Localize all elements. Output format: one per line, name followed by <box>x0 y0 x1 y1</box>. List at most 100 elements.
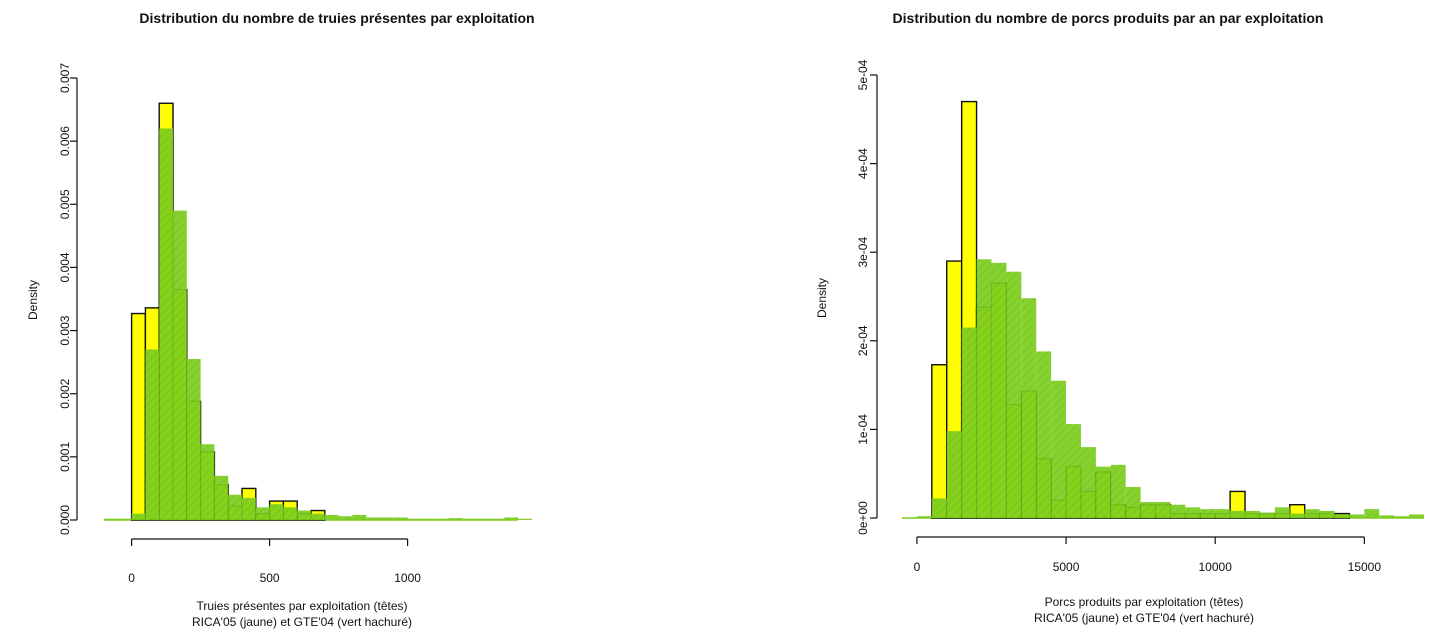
bar-series-b <box>1379 515 1395 518</box>
bar-series-b <box>407 518 422 520</box>
y-tick-label: 4e-04 <box>856 148 870 179</box>
bar-series-b <box>1066 424 1081 518</box>
bar-series-b <box>476 518 491 520</box>
bar-series-b <box>186 358 201 520</box>
bar-series-b <box>324 514 339 520</box>
bar-series-b <box>1409 514 1424 518</box>
bar-series-b <box>1334 514 1350 518</box>
bar-series-b <box>1274 507 1290 518</box>
bar-series-b <box>131 513 146 520</box>
bar-series-b <box>961 327 977 518</box>
bar-series-b <box>1110 464 1126 518</box>
bar-series-b <box>1155 502 1171 518</box>
y-tick-label: 0.006 <box>58 126 72 156</box>
bar-series-b <box>916 516 932 518</box>
bar-series-b <box>976 259 992 518</box>
bar-series-b <box>1080 447 1096 518</box>
bar-series-b <box>1125 486 1141 518</box>
y-tick-label: 0.000 <box>58 505 72 535</box>
bar-series-b <box>1140 502 1156 518</box>
x-tick-label: 0 <box>128 571 135 585</box>
y-tick-label: 1e-04 <box>856 414 870 445</box>
bar-series-b <box>462 518 477 520</box>
bar-series-a <box>931 364 948 519</box>
x-tick-label: 500 <box>260 571 280 585</box>
bar-series-b <box>946 431 962 518</box>
bar-series-b <box>1230 510 1246 518</box>
y-axis-label: Density <box>815 278 829 318</box>
bar-series-b <box>283 507 298 520</box>
bar-series-b <box>352 514 367 520</box>
y-tick-label: 0.002 <box>58 378 72 408</box>
bar-series-b <box>1215 509 1231 518</box>
bar-series-b <box>435 518 449 520</box>
bar-series-b <box>214 475 229 520</box>
bar-series-b <box>145 349 160 520</box>
bar-series-b <box>242 497 256 520</box>
x-axis-label-line2: RICA'05 (jaune) et GTE'04 (vert hachuré) <box>192 615 412 629</box>
bar-series-b <box>366 517 380 520</box>
bar-series-b <box>1200 509 1216 518</box>
x-tick-label: 15000 <box>1348 560 1382 574</box>
bar-series-b <box>255 507 270 520</box>
chart-title: Distribution du nombre de porcs produits… <box>893 10 1324 26</box>
y-axis-label: Density <box>26 280 40 320</box>
bar-series-b <box>421 518 436 520</box>
x-tick-label: 0 <box>914 560 921 574</box>
bar-series-b <box>1006 271 1022 518</box>
y-tick-label: 5e-04 <box>856 59 870 90</box>
bar-series-b <box>1185 507 1201 518</box>
y-tick-label: 0.003 <box>58 315 72 345</box>
y-tick-label: 0.001 <box>58 442 72 472</box>
bar-series-b <box>311 513 325 520</box>
x-tick-label: 5000 <box>1053 560 1080 574</box>
bar-series-b <box>338 516 353 520</box>
bar-series-b <box>269 504 284 520</box>
bar-series-b <box>1349 514 1365 518</box>
y-tick-label: 2e-04 <box>856 325 870 356</box>
bar-series-b <box>1394 516 1410 518</box>
chart-right: Distribution du nombre de porcs produits… <box>815 10 1424 625</box>
bar-series-b <box>1245 510 1260 518</box>
x-tick-label: 10000 <box>1199 560 1233 574</box>
bar-series-b <box>1289 513 1305 518</box>
bar-series-b <box>1304 509 1320 518</box>
plot-area: 0e+00 1e-04 2e-04 3e-04 4e-04 5e-04 0 5000 10000… <box>856 59 1424 574</box>
chart-left: Distribution du nombre de truies présent… <box>26 10 535 629</box>
x-axis-label: Truies présentes par exploitation (têtes… <box>197 599 408 613</box>
bar-series-b <box>393 517 408 520</box>
bar-series-b <box>991 262 1007 518</box>
chart-title: Distribution du nombre de truies présent… <box>139 10 534 26</box>
bar-series-b <box>200 444 215 520</box>
bar-series-b <box>228 494 242 520</box>
y-tick-label: 0.005 <box>58 189 72 219</box>
bar-series-b <box>159 128 173 520</box>
bar-series-b <box>490 518 505 520</box>
bar-series-b <box>297 510 311 520</box>
bar-series-b <box>1036 351 1052 518</box>
bar-series-b <box>518 518 532 520</box>
bar-series-b <box>1021 298 1037 518</box>
bar-series-b <box>1259 512 1275 518</box>
x-axis-label: Porcs produits par exploitation (têtes) <box>1045 595 1244 609</box>
bar-series-a <box>130 312 147 521</box>
bar-series-b <box>1051 380 1067 518</box>
bar-series-b <box>504 517 518 520</box>
bar-series-b <box>173 210 187 520</box>
bar-series-b <box>1319 510 1335 518</box>
bar-series-b <box>931 498 947 518</box>
y-tick-label: 0.004 <box>58 252 72 282</box>
x-tick-label: 1000 <box>394 571 421 585</box>
y-tick-label: 0.007 <box>58 63 72 93</box>
bar-series-b <box>117 518 132 520</box>
bar-series-b <box>380 517 394 520</box>
bar-series-b <box>449 518 463 520</box>
bar-series-b <box>1095 466 1111 518</box>
y-tick-label: 3e-04 <box>856 237 870 268</box>
x-axis-label-line2: RICA'05 (jaune) et GTE'04 (vert hachuré) <box>1034 611 1254 625</box>
bar-series-b <box>1364 509 1380 518</box>
bar-series-b <box>1170 504 1186 518</box>
bar-series-b <box>104 518 118 520</box>
plot-area: 0.000 0.001 0.002 0.003 0.004 0.005 0.006 0.007… <box>58 63 532 585</box>
